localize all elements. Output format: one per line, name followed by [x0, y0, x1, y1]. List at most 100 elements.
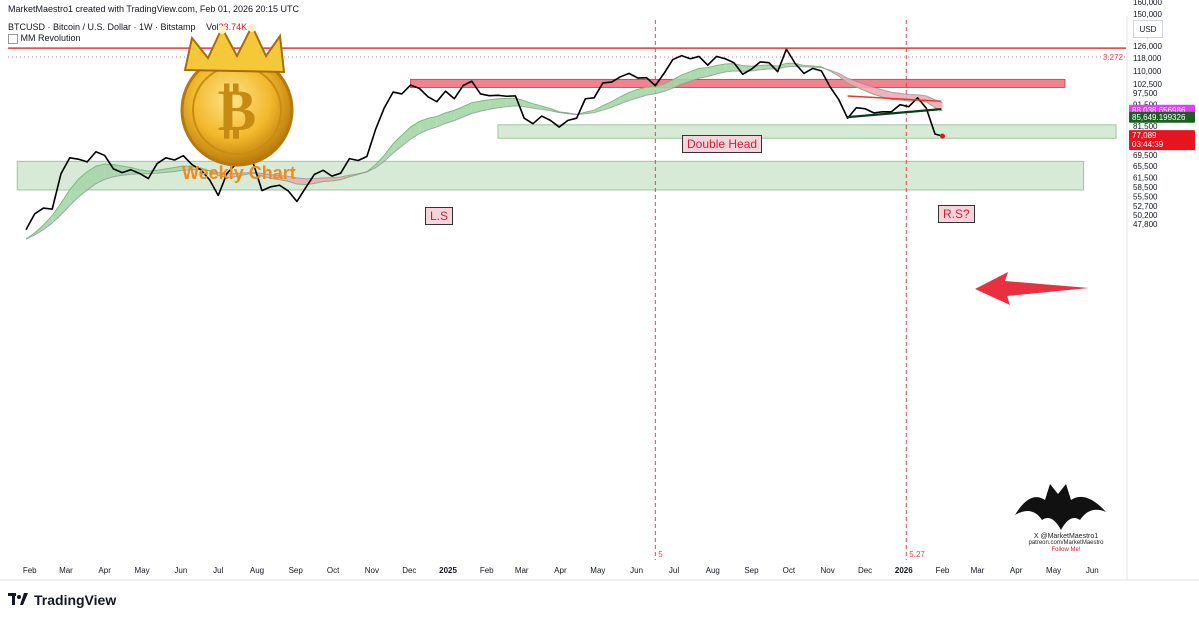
ma-slow-line [25, 65, 943, 240]
vertical-marker-label: 5 [658, 550, 663, 559]
x-tick-label: Aug [250, 566, 264, 575]
ma-ribbon-segment [690, 68, 700, 82]
x-tick-label: Apr [98, 566, 111, 575]
x-tick-label: May [135, 566, 150, 575]
x-tick-label: May [590, 566, 605, 575]
ma-ribbon-segment [428, 116, 437, 130]
price-label-box [1129, 111, 1195, 123]
ma-ribbon-segment [314, 177, 324, 184]
support-zone [16, 160, 1085, 191]
footer-brand-text: TradingView [34, 592, 117, 608]
x-tick-label: Sep [289, 566, 304, 575]
ma-ribbon-segment [506, 98, 516, 107]
ma-ribbon-segment [401, 127, 411, 147]
ma-ribbon-segment [847, 78, 857, 87]
ma-ribbon-segment [471, 101, 481, 114]
ma-ribbon-segment [716, 63, 726, 75]
x-tick-label: Aug [706, 566, 720, 575]
vertical-marker-label: 5.27 [909, 550, 925, 559]
y-tick-label: 102,500 [1133, 80, 1162, 89]
x-tick-label: Sep [744, 566, 759, 575]
x-tick-label: Oct [327, 566, 340, 575]
ma-ribbon-segment [95, 164, 105, 184]
indicator-icon [8, 33, 18, 44]
x-tick-label: Oct [783, 566, 796, 575]
y-tick-label: 160,000 [1133, 0, 1162, 7]
x-tick-label: Apr [1010, 566, 1023, 575]
footer-brand[interactable]: TradingView [8, 589, 116, 611]
left-arrow-icon [975, 272, 1089, 305]
ma-ribbon-segment [375, 155, 385, 168]
y-tick-label: 97,500 [1133, 89, 1158, 98]
right-shoulder-label: R.S? [938, 205, 975, 223]
ma-ribbon-segment [594, 105, 603, 113]
ma-ribbon-segment [646, 86, 656, 96]
wedge-upper-trendline [847, 95, 942, 103]
x-tick-label: Jun [174, 566, 187, 575]
x-tick-label: Mar [971, 566, 985, 575]
created-line: MarketMaestro1 created with TradingView.… [8, 4, 299, 14]
ma-ribbon-segment [87, 166, 96, 190]
ma-ribbon-segment [699, 67, 708, 79]
ma-ribbon-segment [454, 106, 464, 121]
fib-level-label: 3.272 [1103, 53, 1124, 62]
x-tick-label: Feb [23, 566, 37, 575]
watermark-line1: X @MarketMaestro1 [1033, 533, 1099, 540]
currency-label[interactable]: USD [1133, 20, 1163, 38]
symbol-text: BTCUSD · Bitcoin / U.S. Dollar · 1W · Bi… [8, 22, 196, 32]
x-tick-label: 2025 [439, 566, 457, 575]
ma-ribbon-segment [218, 172, 228, 178]
bat-watermark-logo [1015, 484, 1106, 530]
ma-ribbon-segment [323, 177, 332, 182]
resistance-zone [410, 78, 1066, 88]
ma-ribbon-segment [384, 143, 394, 162]
y-tick-label: 52,700 [1133, 202, 1158, 211]
ma-ribbon-segment [637, 87, 647, 98]
ma-ribbon-segment [463, 102, 472, 118]
ma-ribbon-segment [296, 177, 306, 185]
watermark-line2: patreon.com/MarketMaestro [1028, 540, 1104, 546]
ma-ribbon-segment [655, 84, 665, 94]
last-price-dot [939, 133, 945, 139]
ma-ribbon-segment [104, 164, 114, 180]
ma-ribbon-segment [393, 135, 402, 154]
y-tick-label: 118,000 [1133, 54, 1162, 63]
x-tick-label: May [1046, 566, 1061, 575]
watermark-text: X @MarketMaestro1 patreon.com/MarketMaes… [1020, 533, 1112, 554]
indicator-line[interactable]: MM Revolution [8, 33, 81, 44]
x-tick-label: Apr [554, 566, 567, 575]
ma-ribbon-segment [139, 169, 149, 174]
y-tick-label: 47,800 [1133, 220, 1158, 229]
ma-ribbon-segment [524, 100, 533, 109]
ma-ribbon-segment [707, 65, 717, 77]
x-tick-label: 2026 [895, 566, 913, 575]
ma-ribbon-segment [419, 118, 429, 134]
price-label-text: 88,038.656986 [1132, 106, 1186, 115]
countdown-label-text: 03:44:39 [1132, 140, 1164, 149]
ma-ribbon-segment [725, 63, 734, 73]
support-zone [497, 124, 1117, 139]
ma-ribbon-segment [436, 112, 446, 128]
ma-ribbon-segment [445, 110, 455, 124]
ma-ribbon-segment [489, 98, 498, 110]
x-tick-label: Nov [365, 566, 379, 575]
y-tick-label: 50,200 [1133, 211, 1158, 220]
y-tick-label: 61,500 [1133, 174, 1158, 183]
bitcoin-coin-logo: ₿ [180, 23, 294, 167]
ma-ribbon-segment [602, 101, 612, 111]
y-tick-label: 58,500 [1133, 183, 1158, 192]
ma-ribbon-segment [43, 215, 53, 230]
price-line[interactable] [25, 48, 943, 231]
symbol-line[interactable]: BTCUSD · Bitcoin / U.S. Dollar · 1W · Bi… [8, 22, 247, 32]
x-tick-label: Mar [515, 566, 529, 575]
double-head-label: Double Head [682, 135, 763, 153]
price-label-text: 85,649.199326 [1132, 113, 1186, 122]
y-tick-label: 55,500 [1133, 192, 1158, 201]
svg-text:₿: ₿ [218, 78, 257, 143]
x-tick-label: Dec [402, 566, 416, 575]
y-tick-label: 69,500 [1133, 151, 1158, 160]
x-tick-label: Jul [213, 566, 223, 575]
x-tick-label: Nov [821, 566, 835, 575]
